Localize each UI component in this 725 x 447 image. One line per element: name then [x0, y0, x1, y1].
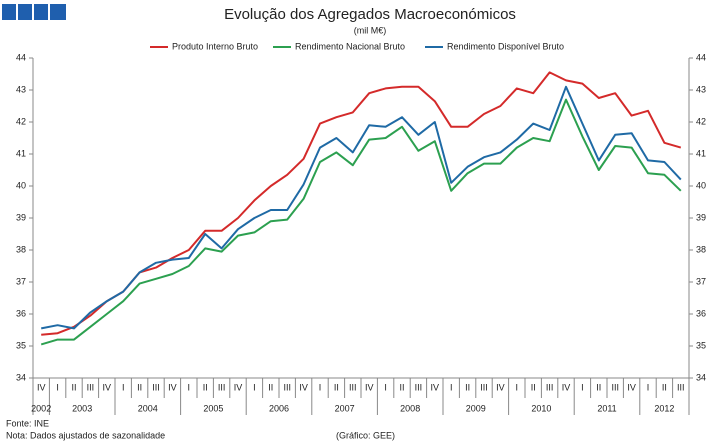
x-tick-label: II [71, 382, 76, 392]
x-tick-label: IV [627, 382, 636, 392]
x-tick-label: IV [562, 382, 571, 392]
logo-block [18, 4, 32, 20]
x-tick-label: II [662, 382, 667, 392]
legend-label: Rendimento Nacional Bruto [295, 41, 405, 51]
y-tick-label: 44 [16, 52, 26, 62]
y2-tick-label: 41 [696, 148, 706, 158]
y-tick-label: 34 [16, 372, 26, 382]
credit: (Gráfico: GEE) [336, 430, 395, 440]
series-line [41, 71, 682, 336]
x-tick-label: II [268, 382, 273, 392]
x-tick-label: IV [234, 382, 243, 392]
x-tick-label: II [137, 382, 142, 392]
x-tick-label: II [465, 382, 470, 392]
x-tick-label: III [546, 382, 554, 392]
x-tick-label: III [152, 382, 160, 392]
year-label: 2005 [203, 403, 223, 413]
x-tick-label: I [516, 382, 519, 392]
note: Nota: Dados ajustados de sazonalidade [6, 430, 165, 440]
series-line [40, 98, 682, 346]
x-tick-label: III [611, 382, 619, 392]
logo-block [2, 4, 16, 20]
year-label: 2007 [335, 403, 355, 413]
x-tick-label: III [677, 382, 685, 392]
x-tick-label: III [480, 382, 488, 392]
x-tick-label: I [450, 382, 453, 392]
x-tick-label: I [56, 382, 59, 392]
x-tick-label: II [399, 382, 404, 392]
y-tick-label: 40 [16, 180, 26, 190]
y2-tick-label: 42 [696, 116, 706, 126]
x-tick-label: I [188, 382, 191, 392]
y2-tick-label: 35 [696, 340, 706, 350]
y2-tick-label: 36 [696, 308, 706, 318]
y-tick-label: 42 [16, 116, 26, 126]
chart-title: Evolução dos Agregados Macroeconómicos [224, 6, 516, 23]
x-tick-label: III [218, 382, 226, 392]
y2-tick-label: 37 [696, 276, 706, 286]
x-tick-label: II [596, 382, 601, 392]
x-tick-label: IV [496, 382, 505, 392]
x-tick-label: II [203, 382, 208, 392]
y2-tick-label: 39 [696, 212, 706, 222]
year-label: 2002 [31, 403, 51, 413]
y-tick-label: 39 [16, 212, 26, 222]
year-label: 2006 [269, 403, 289, 413]
year-label: 2004 [138, 403, 158, 413]
x-tick-label: II [531, 382, 536, 392]
x-tick-label: I [319, 382, 322, 392]
y-tick-label: 38 [16, 244, 26, 254]
year-label: 2012 [654, 403, 674, 413]
x-tick-label: I [384, 382, 387, 392]
x-tick-label: IV [365, 382, 374, 392]
series-line [41, 85, 682, 330]
x-tick-label: III [87, 382, 95, 392]
year-label: 2003 [72, 403, 92, 413]
x-tick-label: III [283, 382, 291, 392]
logo-block [50, 4, 66, 20]
y2-tick-label: 38 [696, 244, 706, 254]
y-tick-label: 41 [16, 148, 26, 158]
x-tick-label: IV [299, 382, 308, 392]
x-tick-label: IV [103, 382, 112, 392]
x-tick-label: I [253, 382, 256, 392]
chart-subtitle: (mil M€) [354, 25, 387, 35]
x-tick-label: I [647, 382, 650, 392]
x-tick-label: I [581, 382, 584, 392]
year-label: 2010 [531, 403, 551, 413]
x-tick-label: III [415, 382, 423, 392]
y2-tick-label: 40 [696, 180, 706, 190]
year-label: 2011 [597, 403, 616, 413]
y-tick-label: 43 [16, 84, 26, 94]
year-label: 2009 [466, 403, 486, 413]
y2-tick-label: 43 [696, 84, 706, 94]
year-label: 2008 [400, 403, 420, 413]
x-tick-label: IV [431, 382, 440, 392]
y-tick-label: 35 [16, 340, 26, 350]
source: Fonte: INE [6, 418, 49, 428]
y2-tick-label: 44 [696, 52, 706, 62]
x-tick-label: II [334, 382, 339, 392]
y-tick-label: 36 [16, 308, 26, 318]
legend-label: Rendimento Disponível Bruto [447, 41, 564, 51]
logo-block [34, 4, 48, 20]
x-tick-label: I [122, 382, 125, 392]
x-tick-label: IV [168, 382, 177, 392]
x-tick-label: III [349, 382, 357, 392]
y2-tick-label: 34 [696, 372, 706, 382]
y-tick-label: 37 [16, 276, 26, 286]
legend-label: Produto Interno Bruto [172, 41, 258, 51]
x-tick-label: IV [37, 382, 46, 392]
